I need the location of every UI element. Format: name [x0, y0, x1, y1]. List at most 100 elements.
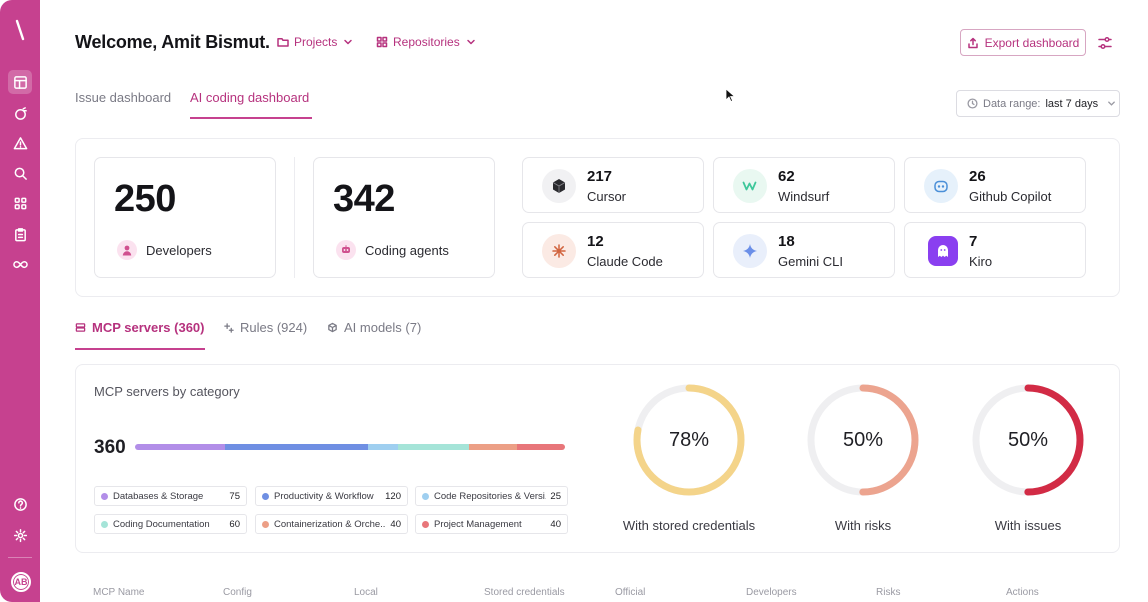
tool-name: Kiro: [969, 254, 993, 269]
mcp-category-legend-item[interactable]: Productivity & Workflow 120: [255, 486, 408, 506]
legend-value: 120: [385, 490, 401, 502]
date-range-value: last 7 days: [1045, 97, 1099, 110]
sidebar-item-findings[interactable]: [8, 101, 32, 125]
sidebar-item-settings[interactable]: [8, 523, 32, 547]
donut-value: 78%: [668, 428, 710, 451]
tool-card-claude-code[interactable]: 12 Claude Code: [522, 222, 704, 278]
legend-value: 40: [390, 518, 401, 530]
mcp-category-legend-item[interactable]: Code Repositories & Versi... 25: [415, 486, 568, 506]
mcp-category-legend-item[interactable]: Project Management 40: [415, 514, 568, 534]
warning-icon: [13, 136, 27, 149]
tool-count: 12: [587, 233, 604, 250]
copilot-logo-icon: [924, 169, 958, 203]
donut-value: 50%: [1007, 428, 1049, 451]
claude-logo-icon: [542, 234, 576, 268]
mcp-category-segment[interactable]: [517, 444, 565, 450]
layout-icon: [13, 75, 27, 89]
chevron-down-icon: [344, 39, 353, 45]
repositories-dropdown-label: Repositories: [393, 35, 460, 49]
active-section-tab-indicator: [75, 348, 205, 350]
donut-label: With stored credentials: [622, 518, 756, 533]
robot-icon: [336, 240, 356, 260]
mcp-total: 360: [94, 437, 126, 458]
mcp-category-segment[interactable]: [224, 444, 368, 450]
mcp-category-legend-item[interactable]: Coding Documentation 60: [94, 514, 247, 534]
tab-ai-models[interactable]: AI models (7): [327, 320, 421, 335]
developers-label-row: Developers: [117, 240, 212, 260]
table-column-header[interactable]: Developers: [746, 587, 797, 598]
donut-chart[interactable]: 78%: [630, 381, 748, 499]
sidebar-item-integrations[interactable]: [8, 252, 32, 276]
projects-dropdown[interactable]: Projects: [277, 35, 354, 49]
tool-card-gemini-cli[interactable]: 18 Gemini CLI: [713, 222, 895, 278]
table-column-header[interactable]: Local: [354, 587, 378, 598]
mcp-category-legend-item[interactable]: Containerization & Orche... 40: [255, 514, 408, 534]
donut-arc: [807, 384, 919, 496]
repositories-dropdown[interactable]: Repositories: [376, 35, 477, 49]
tab-ai-coding-dashboard[interactable]: AI coding dashboard: [190, 90, 310, 105]
mcp-category-segment[interactable]: [397, 444, 470, 450]
mcp-category-bar: [135, 444, 565, 450]
date-range-select[interactable]: Data range: last 7 days: [956, 90, 1120, 117]
tool-card-cursor[interactable]: 217 Cursor: [522, 157, 704, 213]
donut-chart[interactable]: 50%: [804, 381, 922, 499]
mcp-category-segment[interactable]: [469, 444, 518, 450]
sidebar-item-alerts[interactable]: [8, 131, 32, 155]
coding-agents-card[interactable]: 342 Coding agents: [313, 157, 495, 278]
sidebar-item-dashboard[interactable]: [8, 70, 32, 94]
legend-label: Project Management: [434, 518, 522, 530]
chevron-down-icon: [1108, 101, 1115, 106]
sliders-icon: [1098, 36, 1112, 50]
legend-label: Productivity & Workflow: [274, 490, 374, 502]
folder-icon: [277, 38, 289, 47]
table-column-header[interactable]: Stored credentials: [484, 587, 565, 598]
donut-label: With risks: [834, 518, 892, 533]
sidebar-item-help[interactable]: [8, 492, 32, 516]
kiro-logo-icon: [928, 236, 958, 266]
donut-chart[interactable]: 50%: [969, 381, 1087, 499]
tab-issue-dashboard[interactable]: Issue dashboard: [75, 90, 172, 105]
avatar[interactable]: AB: [11, 572, 31, 592]
coding-agents-label: Coding agents: [365, 242, 449, 258]
cursor-logo-icon: [542, 169, 576, 203]
sparkle-icon: [224, 323, 234, 333]
tool-name: Gemini CLI: [778, 254, 844, 269]
search-icon: [14, 167, 27, 180]
legend-label: Coding Documentation: [113, 518, 210, 530]
mcp-category-segment[interactable]: [135, 444, 225, 450]
export-dashboard-button[interactable]: Export dashboard: [960, 29, 1086, 56]
developers-count: 250: [114, 178, 176, 220]
legend-label: Code Repositories & Versi...: [434, 490, 547, 502]
grid-icon: [14, 197, 26, 209]
sidebar-item-search[interactable]: [8, 161, 32, 185]
tool-name: Claude Code: [587, 254, 663, 269]
tab-rules[interactable]: Rules (924): [223, 320, 307, 335]
legend-label: Databases & Storage: [113, 490, 204, 502]
projects-dropdown-label: Projects: [294, 35, 338, 49]
legend-value: 60: [229, 518, 240, 530]
tab-mcp-servers[interactable]: MCP servers (360): [75, 320, 205, 335]
table-column-header[interactable]: Official: [615, 587, 646, 598]
chevron-down-icon: [466, 39, 475, 45]
coding-agents-label-row: Coding agents: [336, 240, 449, 260]
legend-value: 25: [550, 490, 561, 502]
sidebar-item-reports[interactable]: [8, 222, 32, 246]
mcp-category-legend-item[interactable]: Databases & Storage 75: [94, 486, 247, 506]
help-icon: [13, 497, 27, 511]
stats-panel: [75, 138, 1120, 297]
mcp-category-segment[interactable]: [367, 444, 398, 450]
tool-card-windsurf[interactable]: 62 Windsurf: [713, 157, 895, 213]
gear-icon: [13, 528, 27, 542]
table-column-header[interactable]: Risks: [876, 587, 901, 598]
tool-card-kiro[interactable]: 7 Kiro: [904, 222, 1086, 278]
legend-dot: [262, 492, 269, 500]
sidebar-item-apps[interactable]: [8, 191, 32, 215]
table-column-header[interactable]: Config: [223, 587, 252, 598]
tool-card-github-copilot[interactable]: 26 Github Copilot: [904, 157, 1086, 213]
table-column-header[interactable]: MCP Name: [93, 587, 145, 598]
legend-dot: [422, 492, 429, 500]
table-column-header[interactable]: Actions: [1006, 587, 1039, 598]
logo-icon[interactable]: [10, 18, 30, 42]
developers-card[interactable]: 250 Developers: [94, 157, 276, 278]
filter-settings-button[interactable]: [1096, 34, 1114, 52]
